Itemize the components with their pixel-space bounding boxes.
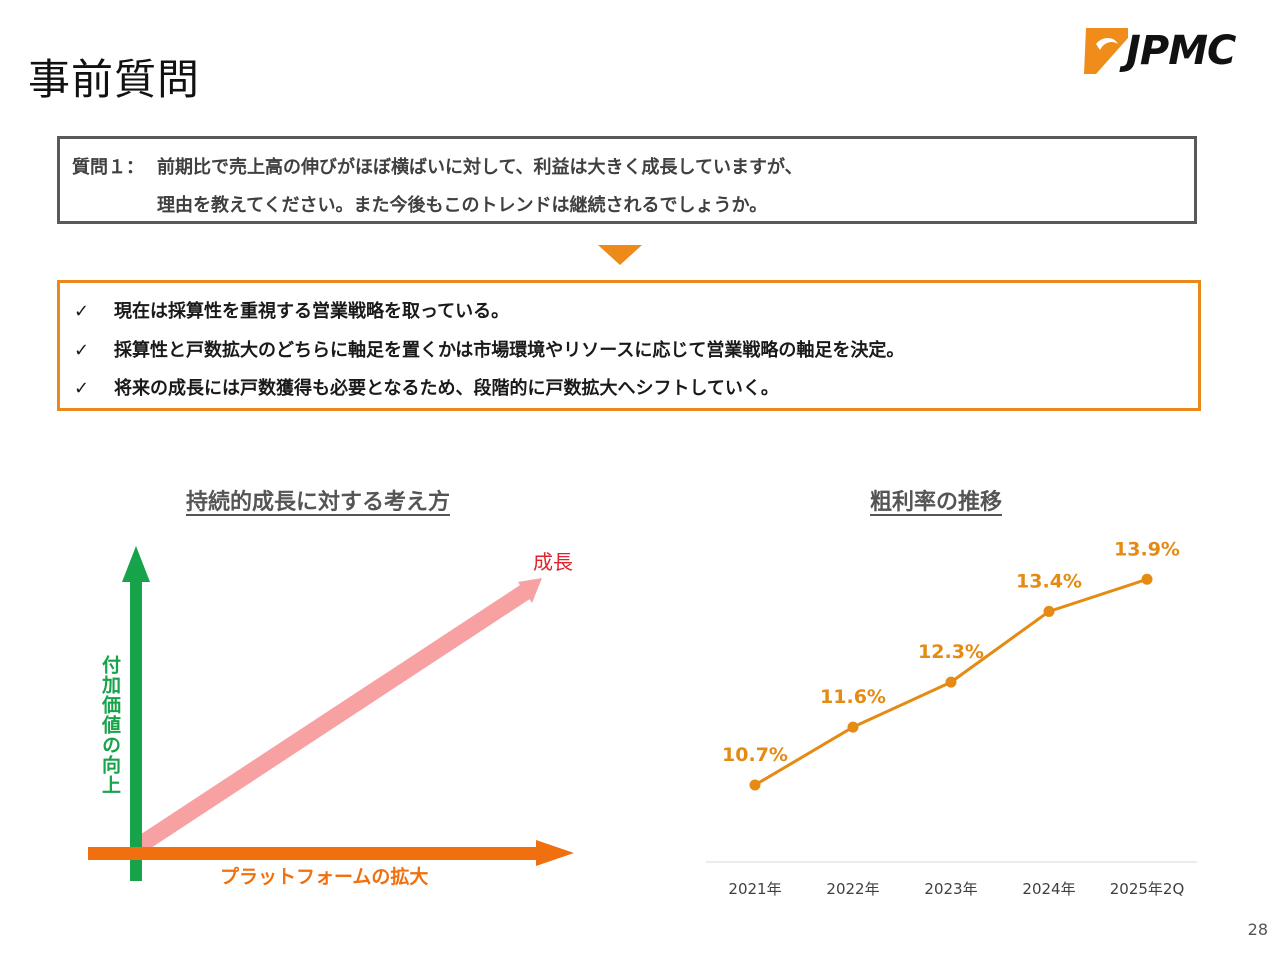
data-label: 10.7% (722, 744, 788, 766)
check-icon: ✓ (74, 378, 90, 399)
data-point (1043, 605, 1055, 617)
answer-item: ✓ 採算性と戸数拡大のどちらに軸足を置くかは市場環境やリソースに応じて営業戦略の軸… (74, 336, 904, 362)
answer-item: ✓ 将来の成長には戸数獲得も必要となるため、段階的に戸数拡大へシフトしていく。 (74, 374, 779, 400)
data-point (1141, 573, 1153, 585)
y-axis-bar (130, 578, 142, 881)
jpmc-logo: JPMC (1082, 26, 1257, 78)
x-axis-bar (88, 847, 540, 860)
data-point (749, 779, 761, 791)
y-axis-arrow-head (122, 546, 150, 582)
page-title: 事前質問 (28, 55, 201, 104)
answer-item-text: 将来の成長には戸数獲得も必要となるため、段階的に戸数拡大へシフトしていく。 (114, 378, 779, 399)
x-axis-arrow-head (536, 840, 574, 866)
growth-arrow (135, 582, 533, 853)
logo-mark-icon (1084, 28, 1128, 74)
x-tick-label: 2023年 (924, 880, 977, 898)
question-prefix: 質問１： (72, 157, 144, 178)
question-box: 質問１： 前期比で売上高の伸びがほぼ横ばいに対して、利益は大きく成長していますが… (57, 136, 1197, 224)
diagram-title: 持続的成長に対する考え方 (186, 490, 451, 515)
x-tick-label: 2024年 (1022, 880, 1075, 898)
growth-arrow-head (518, 578, 542, 603)
chart-title: 粗利率の推移 (870, 490, 1003, 515)
x-tick-label: 2022年 (826, 880, 879, 898)
data-point (945, 676, 957, 688)
answer-item: ✓ 現在は採算性を重視する営業戦略を取っている。 (74, 297, 509, 323)
check-icon: ✓ (74, 301, 90, 322)
gross-margin-chart: 10.7% 11.6% 12.3% 13.4% 13.9% 2021年 2022年 2023年… (706, 538, 1197, 898)
data-label: 11.6% (820, 686, 886, 708)
check-icon: ✓ (74, 340, 90, 361)
growth-label: 成長 (533, 550, 573, 574)
page-number: 28 (1247, 920, 1268, 939)
data-label: 13.9% (1114, 538, 1180, 560)
data-label: 12.3% (918, 641, 984, 663)
y-axis-label: 付加価値の向上 (99, 654, 122, 795)
x-axis-label: プラットフォームの拡大 (220, 865, 428, 888)
logo-text: JPMC (1126, 28, 1236, 74)
answer-box: ✓ 現在は採算性を重視する営業戦略を取っている。 ✓ 採算性と戸数拡大のどちらに軸足… (57, 280, 1201, 411)
question-line-2: 理由を教えてください。また今後もこのトレンドは継続されるでしょうか。 (157, 195, 768, 216)
down-arrow-icon (598, 245, 642, 265)
growth-diagram: 成長 プラットフォームの拡大 付加価値の向上 (88, 546, 574, 888)
answer-item-text: 現在は採算性を重視する営業戦略を取っている。 (114, 301, 510, 322)
x-tick-label: 2025年2Q (1110, 880, 1185, 898)
data-point (847, 721, 859, 733)
x-tick-label: 2021年 (728, 880, 781, 898)
answer-item-text: 採算性と戸数拡大のどちらに軸足を置くかは市場環境やリソースに応じて営業戦略の軸足… (114, 340, 905, 361)
question-line-1: 前期比で売上高の伸びがほぼ横ばいに対して、利益は大きく成長していますが、 (157, 157, 803, 178)
data-label: 13.4% (1016, 570, 1082, 592)
